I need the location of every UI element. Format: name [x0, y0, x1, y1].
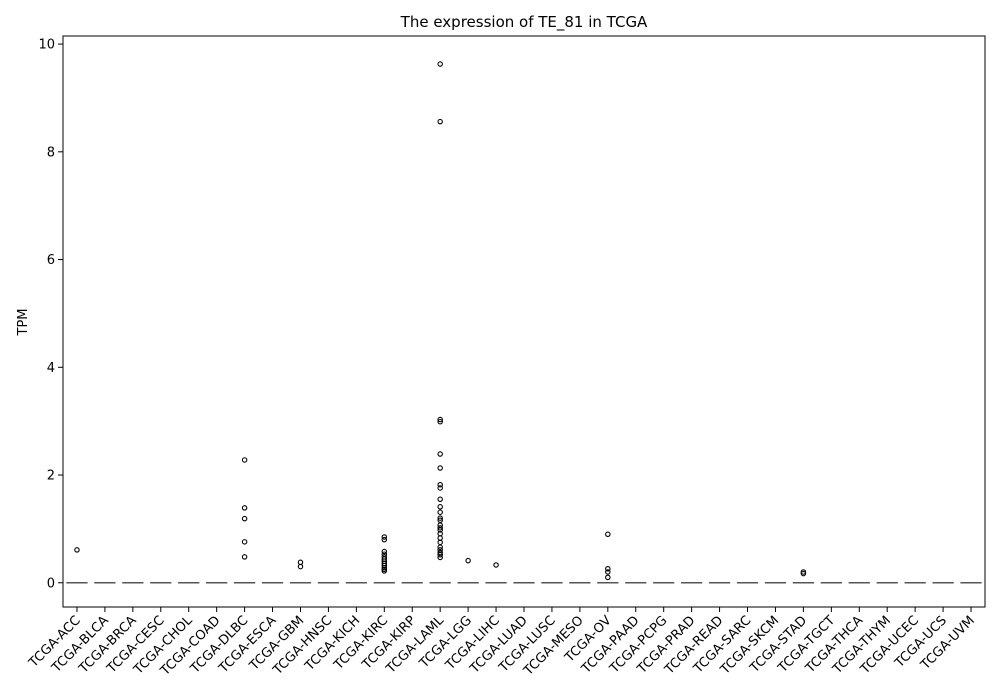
outlier-point: [241, 515, 248, 522]
outlier-point: [605, 531, 611, 538]
outlier-point: [241, 539, 248, 545]
y-tick-label: 8: [47, 145, 55, 160]
outlier-point: [74, 547, 80, 553]
outlier-point: [381, 534, 388, 540]
outlier-point: [241, 457, 248, 463]
y-tick-label: 2: [47, 469, 55, 484]
outlier-point: [437, 554, 443, 561]
outlier-point: [381, 548, 388, 555]
outlier-point: [437, 416, 443, 423]
outlier-point: [800, 570, 807, 577]
outlier-point: [437, 544, 443, 550]
outlier-point: [437, 509, 443, 515]
outlier-point: [381, 562, 388, 569]
outlier-point: [437, 465, 443, 471]
y-tick-label: 4: [47, 361, 55, 376]
y-tick-label: 0: [47, 576, 55, 591]
outlier-point: [437, 504, 443, 510]
outlier-point: [437, 515, 443, 521]
outlier-point: [437, 525, 443, 531]
y-tick-label: 6: [47, 253, 55, 268]
outlier-point: [297, 563, 304, 570]
outlier-point: [437, 451, 443, 457]
outlier-point: [605, 574, 611, 581]
outlier-point: [437, 527, 443, 533]
plot-area: 0246810TCGA-ACCTCGA-BLCATCGA-BRCATCGA-CE…: [26, 38, 982, 679]
outlier-point: [381, 568, 388, 574]
plot-frame: [62, 35, 986, 608]
outlier-point: [437, 551, 443, 558]
outlier-point: [241, 505, 248, 511]
outlier-point: [437, 118, 443, 125]
outlier-point: [437, 496, 443, 503]
y-axis-label: TPM: [16, 309, 31, 337]
outlier-point: [605, 566, 611, 572]
outlier-point: [437, 485, 443, 491]
outlier-point: [437, 61, 443, 67]
outlier-point: [493, 562, 499, 568]
y-tick-label: 10: [38, 38, 55, 53]
outlier-point: [605, 569, 611, 575]
outlier-point: [465, 557, 471, 564]
chart-title: The expression of TE_81 in TCGA: [400, 13, 648, 32]
outlier-point: [437, 481, 443, 488]
outlier-point: [241, 554, 248, 560]
outlier-point: [437, 418, 443, 425]
outlier-point: [381, 536, 388, 543]
